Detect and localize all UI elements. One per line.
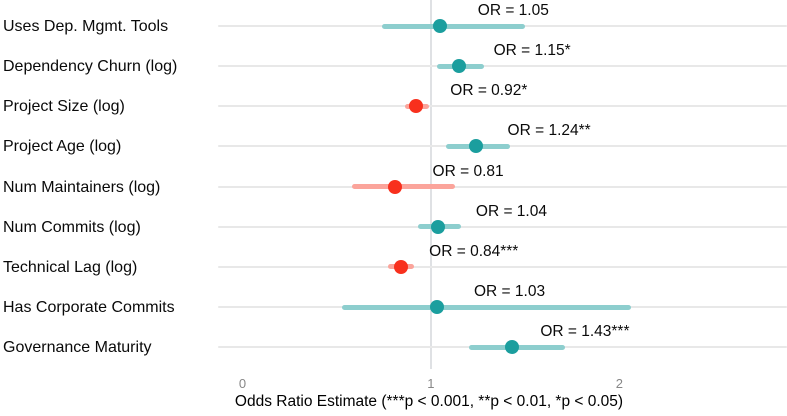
- odds-ratio-point: [431, 219, 446, 234]
- odds-ratio-point: [433, 19, 448, 33]
- x-axis-tick-label: 2: [615, 376, 623, 391]
- category-label: Uses Dep. Mgmt. Tools: [3, 18, 169, 35]
- category-label: Num Maintainers (log): [3, 178, 161, 196]
- confidence-interval-bar: [342, 304, 631, 310]
- x-axis-title: Odds Ratio Estimate (***p < 0.001, **p <…: [234, 393, 624, 410]
- odds-ratio-point: [429, 300, 444, 315]
- confidence-interval-bar: [381, 23, 526, 29]
- odds-ratio-point: [393, 259, 408, 274]
- category-label: Project Size (log): [3, 98, 125, 116]
- or-annotation: OR = 1.03: [474, 283, 546, 301]
- or-annotation: OR = 0.92*: [450, 82, 528, 100]
- category-label: Project Age (log): [3, 138, 122, 156]
- or-annotation: OR = 1.43***: [540, 323, 630, 341]
- x-axis-tick-label: 0: [238, 376, 247, 391]
- category-label: Dependency Churn (log): [3, 58, 178, 76]
- category-label: Technical Lag (log): [3, 258, 138, 276]
- or-annotation: OR = 1.24**: [507, 122, 591, 140]
- category-label: Governance Maturity: [3, 339, 152, 357]
- or-annotation: OR = 0.81: [432, 162, 504, 180]
- row-gridline: [218, 265, 787, 268]
- row-gridline: [218, 185, 787, 188]
- odds-ratio-point: [388, 179, 403, 194]
- category-label: Num Commits (log): [3, 218, 141, 236]
- or-annotation: OR = 1.05: [477, 2, 549, 19]
- x-axis-tick-label: 1: [427, 376, 435, 391]
- or-annotation: OR = 1.04: [475, 202, 547, 220]
- row-gridline: [218, 225, 787, 228]
- odds-ratio-point: [504, 340, 519, 355]
- row-gridline: [218, 65, 787, 68]
- odds-ratio-point: [408, 99, 423, 114]
- confidence-interval-bar: [351, 184, 456, 190]
- or-annotation: OR = 0.84***: [429, 242, 519, 260]
- row-gridline: [218, 105, 787, 108]
- or-annotation: OR = 1.15*: [493, 42, 571, 60]
- category-label: Has Corporate Commits: [3, 299, 175, 317]
- odds-ratio-point: [469, 139, 484, 154]
- odds-ratio-point: [452, 59, 467, 74]
